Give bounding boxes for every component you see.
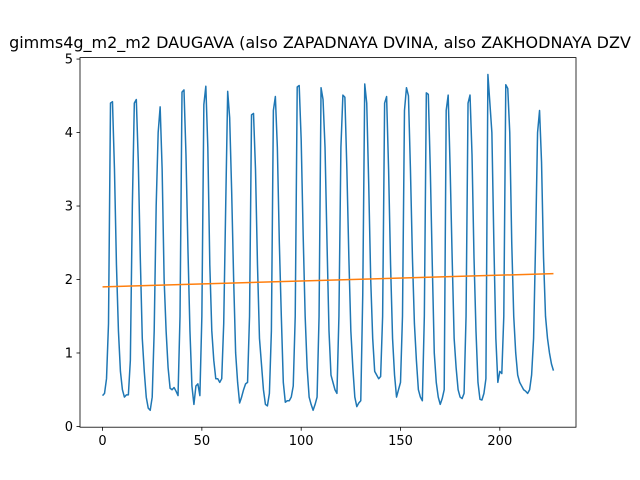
y-tick-label: 4 xyxy=(65,126,73,141)
x-tick-label: 50 xyxy=(194,434,211,449)
y-tick-label: 0 xyxy=(65,420,73,435)
x-tick-label: 100 xyxy=(289,434,314,449)
y-tick-label: 1 xyxy=(65,346,73,361)
y-tick-label: 2 xyxy=(65,273,73,288)
y-tick-label: 3 xyxy=(65,200,73,215)
x-tick-label: 150 xyxy=(388,434,413,449)
axes-frame xyxy=(79,57,577,428)
chart-title: gimms4g_m2_m2 DAUGAVA (also ZAPADNAYA DV… xyxy=(9,33,631,53)
series-line xyxy=(102,272,554,288)
series-line xyxy=(101,73,555,412)
x-tick-label: 0 xyxy=(98,434,106,449)
y-tick-label: 5 xyxy=(65,53,73,68)
plot-area xyxy=(101,73,555,412)
x-tick-label: 200 xyxy=(487,434,512,449)
